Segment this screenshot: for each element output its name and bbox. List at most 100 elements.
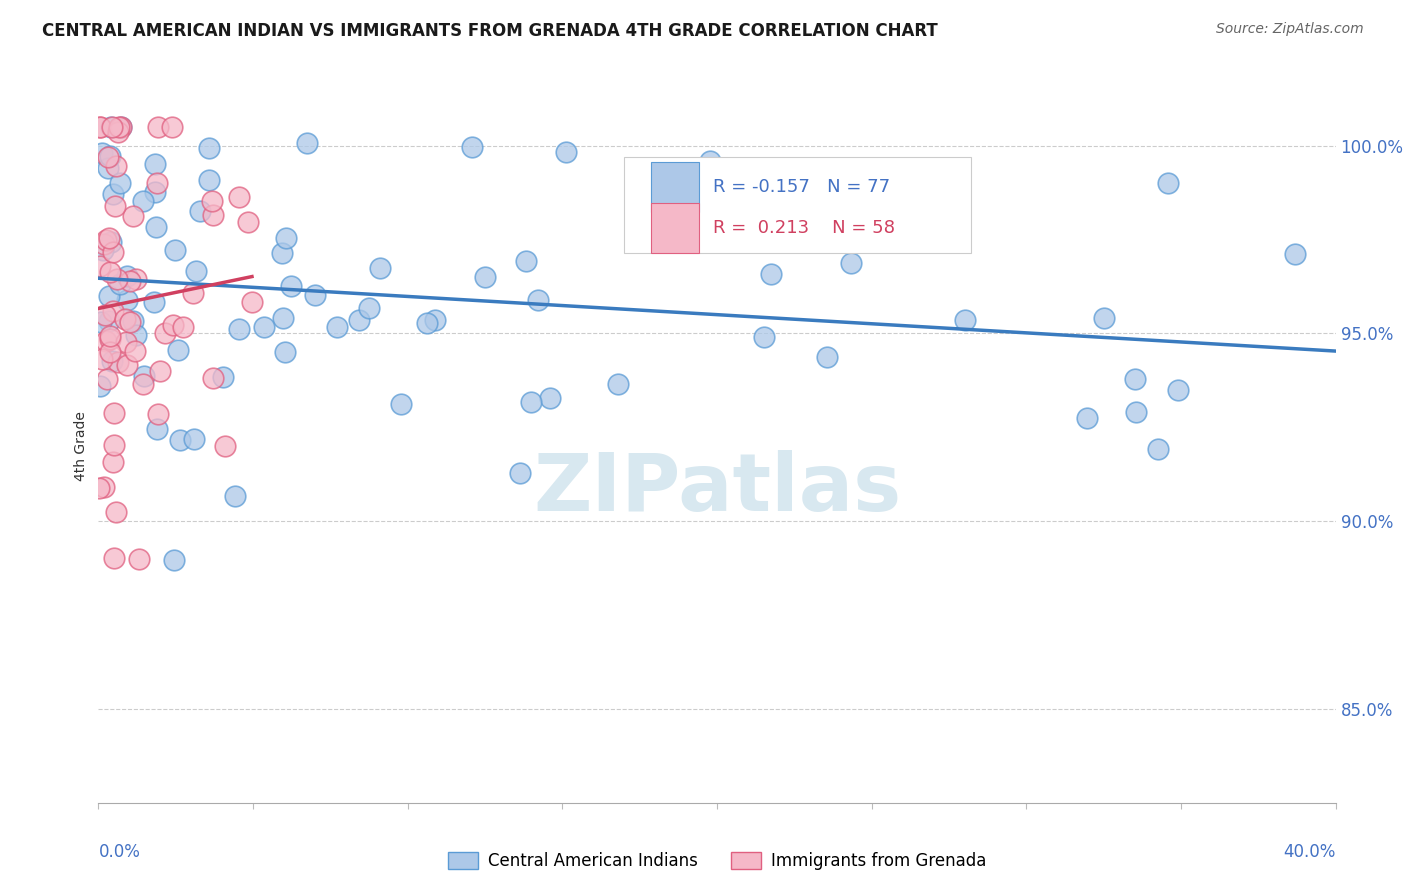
Point <box>606 376 628 391</box>
Point <box>117 293 139 308</box>
Point <box>98 231 121 245</box>
Point <box>520 395 543 409</box>
Point <box>97 289 120 303</box>
Point <box>295 136 318 150</box>
Point <box>98 345 121 359</box>
Point <box>162 318 184 333</box>
Point <box>188 204 211 219</box>
Point <box>103 438 125 452</box>
Point <box>1123 372 1146 386</box>
Point <box>97 161 120 175</box>
Point <box>815 350 838 364</box>
Point <box>94 308 117 322</box>
Point <box>143 157 166 171</box>
Point <box>201 370 224 384</box>
Point <box>91 243 114 257</box>
Point <box>167 343 190 358</box>
Point <box>201 194 224 208</box>
Point <box>98 265 121 279</box>
Legend: Central American Indians, Immigrants from Grenada: Central American Indians, Immigrants fro… <box>441 845 993 877</box>
Point <box>100 120 122 134</box>
Point <box>114 334 136 349</box>
Point <box>368 261 391 276</box>
Point <box>304 288 326 302</box>
Point <box>101 304 124 318</box>
Point <box>1147 442 1170 457</box>
Point <box>280 279 302 293</box>
Point <box>236 215 259 229</box>
Point <box>90 315 112 329</box>
Point <box>1125 405 1147 419</box>
Point <box>89 120 111 134</box>
Point <box>91 352 114 367</box>
Point <box>104 159 127 173</box>
Point <box>461 140 484 154</box>
Point <box>142 295 165 310</box>
Point <box>389 397 412 411</box>
Point <box>108 120 131 134</box>
Point <box>97 150 120 164</box>
Point <box>759 267 782 281</box>
Point <box>89 260 111 274</box>
Point <box>107 355 129 369</box>
Point <box>107 125 129 139</box>
Point <box>181 286 204 301</box>
Point <box>87 481 110 495</box>
Point <box>752 329 775 343</box>
Point <box>274 231 297 245</box>
Point <box>145 220 167 235</box>
Point <box>527 293 550 308</box>
Point <box>699 154 721 169</box>
Point <box>326 320 349 334</box>
Point <box>120 274 142 288</box>
Point <box>134 369 156 384</box>
Point <box>108 277 131 292</box>
Point <box>253 319 276 334</box>
Point <box>271 311 294 326</box>
Point <box>115 269 138 284</box>
Point <box>108 176 131 190</box>
Point <box>228 322 250 336</box>
Point <box>105 271 128 285</box>
Text: Source: ZipAtlas.com: Source: ZipAtlas.com <box>1216 22 1364 37</box>
FancyBboxPatch shape <box>624 157 970 253</box>
Point <box>101 353 124 368</box>
FancyBboxPatch shape <box>651 203 699 253</box>
Point <box>98 332 121 346</box>
Text: 0.0%: 0.0% <box>98 843 141 861</box>
Point <box>146 422 169 436</box>
Text: R = -0.157   N = 77: R = -0.157 N = 77 <box>713 178 890 196</box>
Point <box>104 504 127 518</box>
Point <box>955 313 977 327</box>
Point <box>132 376 155 391</box>
Text: CENTRAL AMERICAN INDIAN VS IMMIGRANTS FROM GRENADA 4TH GRADE CORRELATION CHART: CENTRAL AMERICAN INDIAN VS IMMIGRANTS FR… <box>42 22 938 40</box>
Point <box>100 235 122 249</box>
Text: 40.0%: 40.0% <box>1284 843 1336 861</box>
Point <box>172 320 194 334</box>
Point <box>93 480 115 494</box>
Point <box>125 272 148 286</box>
Point <box>198 173 221 187</box>
Point <box>96 234 118 248</box>
Point <box>110 120 132 134</box>
Point <box>425 313 447 327</box>
Point <box>128 552 150 566</box>
Point <box>240 295 263 310</box>
Point <box>115 358 138 372</box>
Point <box>198 141 221 155</box>
Point <box>538 391 561 405</box>
Point <box>359 301 381 315</box>
Point <box>146 120 169 134</box>
Point <box>89 379 111 393</box>
Point <box>555 145 578 159</box>
Point <box>149 363 172 377</box>
Point <box>160 120 183 134</box>
Point <box>98 329 121 343</box>
Point <box>103 187 125 202</box>
Point <box>202 207 225 221</box>
Point <box>839 256 862 270</box>
Point <box>96 334 118 348</box>
Point <box>114 311 136 326</box>
Point <box>96 371 118 385</box>
Point <box>110 120 132 134</box>
